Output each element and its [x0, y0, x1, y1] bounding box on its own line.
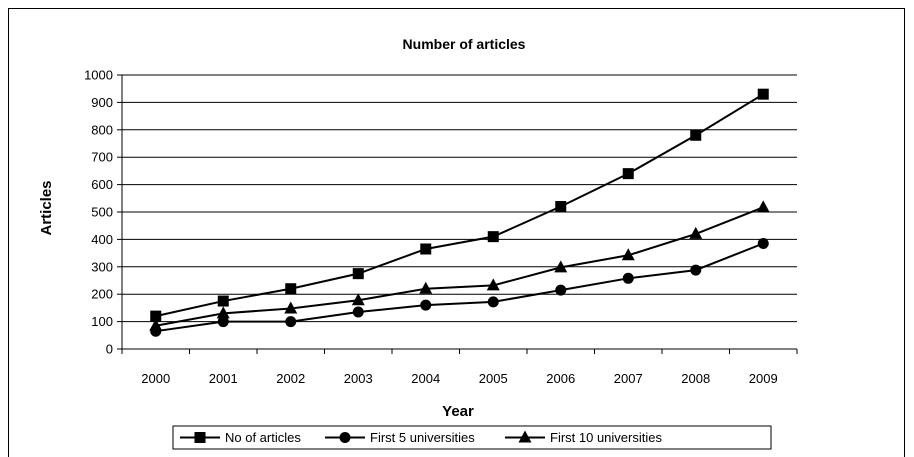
data-point-first-5-universities-2008 — [690, 264, 702, 276]
data-point-first-5-universities-2009 — [757, 238, 769, 250]
data-point-first-10-universities-2007 — [621, 248, 635, 261]
series-line-first-5-universities — [155, 242, 764, 333]
x-tick-label-2002: 2002 — [276, 371, 305, 386]
data-point-first-10-universities-2008 — [689, 226, 703, 239]
data-point-no-of-articles-2007 — [622, 168, 634, 180]
data-point-no-of-articles-2008 — [690, 129, 702, 141]
data-point-first-10-universities-2001 — [216, 306, 230, 319]
chart-title: Number of articles — [403, 36, 526, 52]
data-point-first-10-universities-2009 — [756, 200, 770, 213]
legend-marker-no-of-articles — [194, 432, 206, 443]
data-point-first-5-universities-2002 — [285, 316, 297, 328]
data-point-first-10-universities-2006 — [554, 260, 568, 273]
data-point-first-10-universities-2003 — [351, 293, 365, 306]
data-point-first-5-universities-2004 — [420, 299, 432, 311]
y-tick-label-1000: 1000 — [84, 68, 113, 83]
data-point-no-of-articles-2002 — [285, 283, 297, 295]
x-tick-label-2007: 2007 — [614, 371, 643, 386]
data-point-first-10-universities-2002 — [284, 301, 298, 314]
x-tick-label-2005: 2005 — [479, 371, 508, 386]
data-point-first-10-universities-2000 — [149, 318, 163, 331]
grid-lines — [122, 74, 797, 323]
y-tick-label-200: 200 — [91, 287, 113, 302]
data-point-first-5-universities-2007 — [622, 272, 634, 284]
legend: No of articles First 5 universities First … — [172, 425, 772, 450]
data-point-first-5-universities-2003 — [352, 306, 364, 318]
y-tick-label-500: 500 — [91, 205, 113, 220]
legend-box — [172, 425, 772, 450]
tick-labels: 0 100 200 300 400 500 600 700 800 900 1000 2000 2001… — [84, 68, 778, 387]
y-tick-label-800: 800 — [91, 122, 113, 137]
y-tick-label-100: 100 — [91, 314, 113, 329]
x-tick-label-2008: 2008 — [681, 371, 710, 386]
y-axis-title: Articles — [38, 180, 55, 235]
x-tick-label-2000: 2000 — [141, 371, 170, 386]
y-tick-label-900: 900 — [91, 95, 113, 110]
data-point-no-of-articles-2009 — [757, 88, 769, 100]
data-point-no-of-articles-2004 — [420, 243, 432, 255]
data-point-first-5-universities-2006 — [555, 284, 567, 296]
y-tick-label-600: 600 — [91, 177, 113, 192]
x-axis-title: Year — [442, 403, 474, 420]
x-tick-label-2003: 2003 — [344, 371, 373, 386]
data-point-no-of-articles-2006 — [555, 201, 567, 213]
x-tick-label-2009: 2009 — [749, 371, 778, 386]
series-lines — [149, 88, 770, 337]
x-tick-label-2004: 2004 — [411, 371, 440, 386]
y-tick-label-400: 400 — [91, 232, 113, 247]
data-point-no-of-articles-2005 — [487, 231, 499, 243]
data-point-no-of-articles-2003 — [352, 268, 364, 280]
x-tick-label-2001: 2001 — [209, 371, 238, 386]
data-point-no-of-articles-2000 — [150, 310, 162, 322]
legend-label-first-10-universities: First 10 universities — [550, 430, 662, 445]
legend-label-no-of-articles: No of articles — [225, 430, 301, 445]
data-point-first-5-universities-2001 — [217, 316, 229, 328]
y-tick-label-300: 300 — [91, 259, 113, 274]
data-point-no-of-articles-2001 — [217, 295, 229, 307]
data-point-first-10-universities-2005 — [486, 278, 500, 291]
series-line-first-10-universities — [155, 206, 764, 327]
data-point-first-10-universities-2004 — [419, 281, 433, 294]
legend-marker-first-5-universities — [339, 432, 351, 443]
y-tick-label-0: 0 — [106, 342, 113, 357]
y-tick-label-700: 700 — [91, 150, 113, 165]
x-tick-label-2006: 2006 — [546, 371, 575, 386]
legend-marker-first-10-universities — [518, 430, 532, 443]
series-line-no-of-articles — [155, 93, 764, 318]
axes — [117, 74, 798, 354]
chart-frame — [8, 8, 905, 457]
data-point-first-5-universities-2005 — [487, 296, 499, 308]
legend-label-first-5-universities: First 5 universities — [370, 430, 475, 445]
